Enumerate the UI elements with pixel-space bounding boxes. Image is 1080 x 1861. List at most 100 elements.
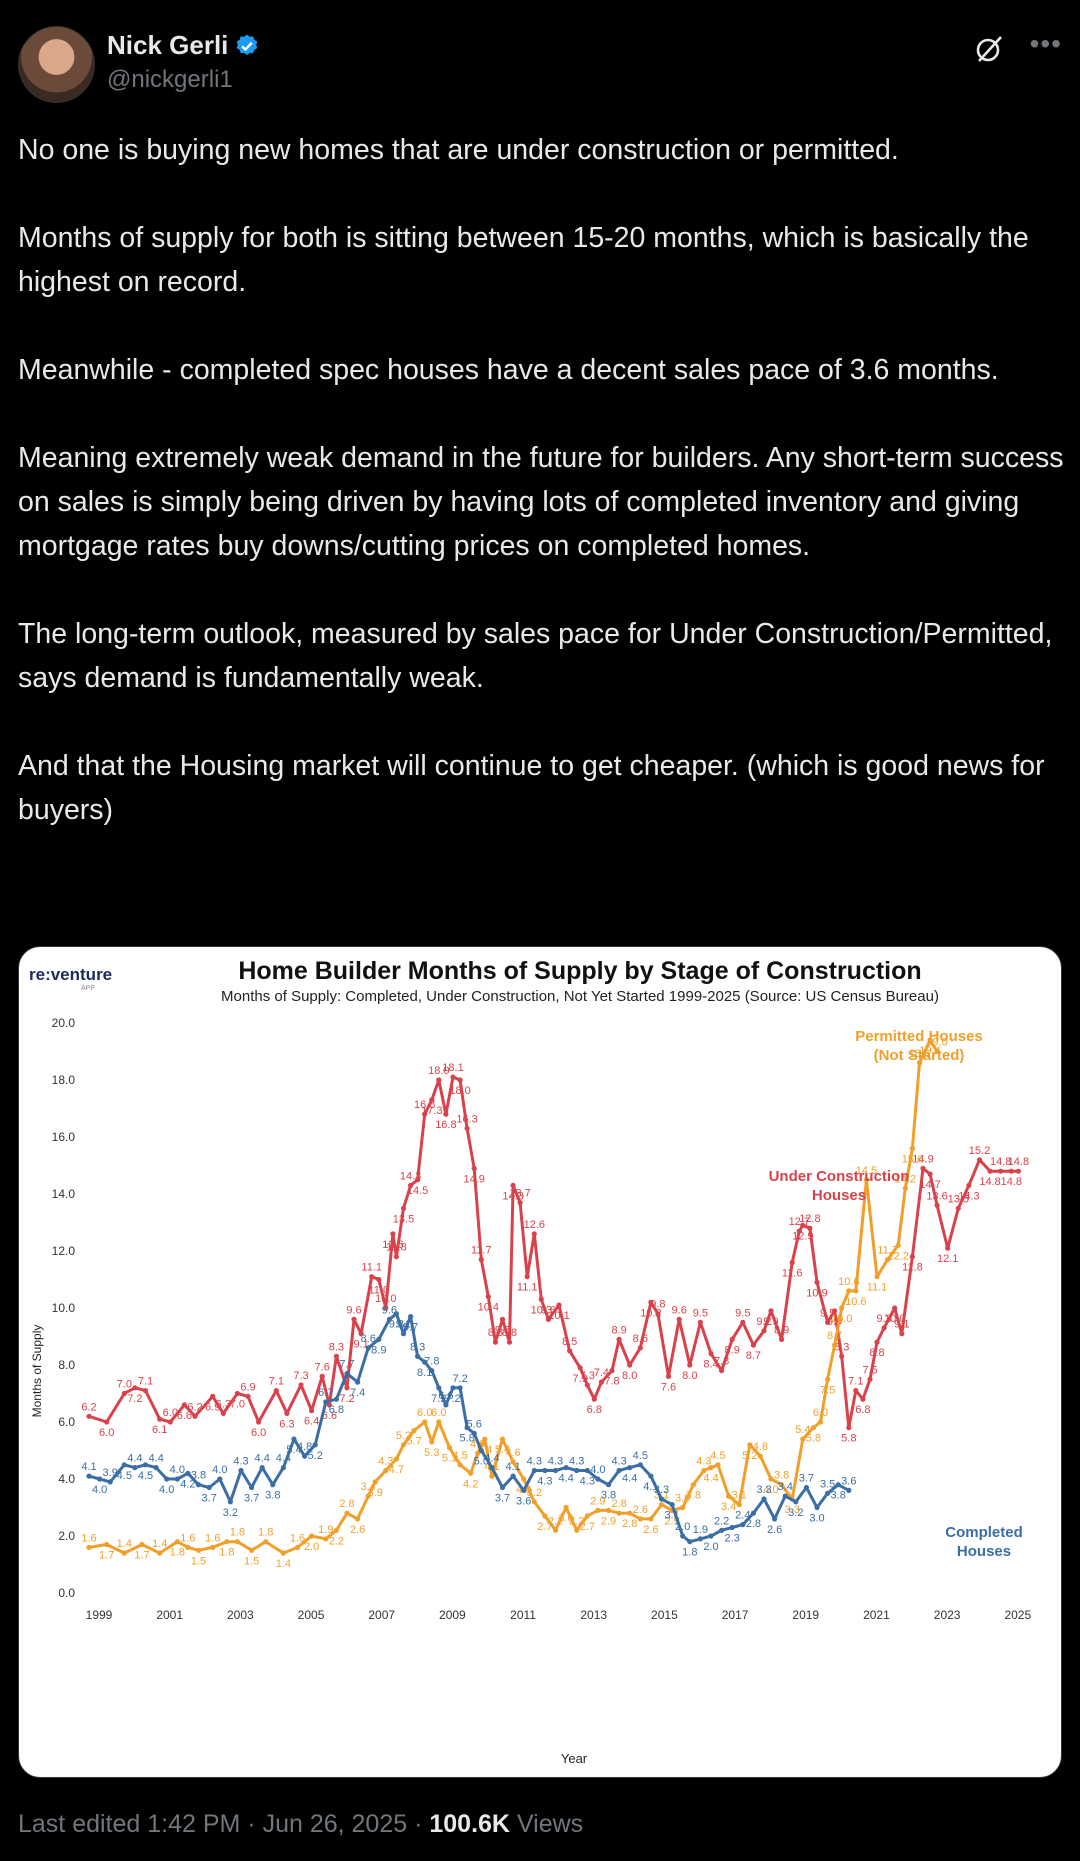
data-point	[174, 1476, 180, 1482]
data-point	[545, 1316, 552, 1322]
data-point	[132, 1465, 138, 1471]
data-label: 6.9	[240, 1381, 255, 1393]
data-point	[121, 1390, 127, 1397]
data-point	[863, 1177, 870, 1183]
data-point	[139, 1541, 145, 1548]
data-label: 4.4	[484, 1453, 499, 1465]
data-label: 6.3	[216, 1398, 231, 1410]
data-label: 1.8	[219, 1547, 234, 1559]
edited-timestamp[interactable]: Last edited 1:42 PM · Jun 26, 2025 ·	[18, 1810, 430, 1838]
data-point	[637, 1516, 643, 1522]
data-label: 3.7	[202, 1493, 217, 1505]
data-point	[369, 1274, 375, 1280]
data-point	[333, 1353, 339, 1359]
data-point	[757, 1453, 764, 1459]
data-point	[658, 1502, 665, 1508]
data-point	[531, 1231, 537, 1237]
data-label: 16.8	[435, 1119, 456, 1131]
data-label: 7.2	[127, 1393, 142, 1405]
data-label: 5.8	[841, 1433, 856, 1445]
data-point	[121, 1462, 127, 1468]
x-tick-label: 2001	[156, 1608, 183, 1622]
data-label: 8.3	[834, 1341, 849, 1353]
data-point	[881, 1325, 887, 1331]
data-label: 4.0	[170, 1464, 185, 1476]
data-label: 7.4	[350, 1387, 365, 1399]
data-label: 3.0	[809, 1513, 824, 1525]
data-label: 4.4	[703, 1473, 718, 1485]
data-point	[107, 1479, 113, 1485]
data-point	[422, 1111, 428, 1117]
data-point	[153, 1465, 159, 1471]
data-label: 3.4	[778, 1481, 793, 1493]
data-label: 3.8	[191, 1470, 206, 1482]
data-point	[372, 1479, 378, 1485]
data-point	[853, 1288, 859, 1294]
data-point	[464, 1425, 470, 1431]
data-point	[181, 1402, 187, 1408]
data-point	[521, 1487, 527, 1493]
data-label: 9.9	[763, 1316, 778, 1328]
author-handle[interactable]: @nickgerli1	[107, 66, 233, 93]
data-point	[637, 1462, 643, 1468]
data-point	[825, 1319, 831, 1325]
y-tick-label: 2.0	[58, 1529, 75, 1543]
tweet-paragraph: Meaning extremely weak demand in the fut…	[18, 442, 1064, 562]
avatar[interactable]	[18, 26, 95, 103]
chart-image-card[interactable]: re:venture APP Home Builder Months of Su…	[18, 946, 1062, 1778]
data-label: 5.3	[424, 1447, 439, 1459]
data-label: 8.3	[410, 1341, 425, 1353]
data-point	[471, 1165, 477, 1171]
data-label: 3.2	[223, 1507, 238, 1519]
data-point	[457, 1077, 463, 1083]
y-tick-label: 8.0	[58, 1358, 75, 1372]
data-point	[690, 1482, 696, 1488]
data-point	[249, 1484, 255, 1491]
data-point	[333, 1527, 339, 1533]
author-name[interactable]: Nick Gerli	[107, 30, 229, 60]
data-point	[436, 1385, 442, 1391]
data-label: 2.2	[569, 1515, 584, 1527]
more-options-icon[interactable]: •••	[1029, 28, 1062, 59]
data-label: 6.8	[855, 1404, 870, 1416]
data-label: 9.2	[756, 1316, 771, 1328]
y-tick-label: 14.0	[52, 1187, 76, 1201]
data-point	[680, 1504, 686, 1511]
data-point	[492, 1339, 498, 1345]
data-point	[234, 1539, 240, 1545]
data-label: 3.2	[527, 1487, 542, 1499]
grok-icon[interactable]	[974, 34, 1004, 64]
data-point	[408, 1314, 414, 1320]
data-label: 4.2	[463, 1478, 478, 1490]
data-point	[86, 1413, 92, 1419]
data-label: 2.3	[725, 1533, 740, 1545]
x-tick-label: 2009	[439, 1608, 466, 1622]
data-label: 1.8	[682, 1547, 697, 1559]
data-label: 7.2	[452, 1373, 467, 1385]
data-label: 8.0	[622, 1370, 637, 1382]
data-point	[195, 1482, 202, 1488]
data-point	[174, 1539, 180, 1545]
data-point	[294, 1544, 301, 1550]
data-point	[899, 1331, 905, 1337]
data-label: 7.6	[315, 1361, 330, 1373]
tweet-paragraph: And that the Housing market will continu…	[18, 750, 1045, 826]
data-point	[687, 1362, 693, 1368]
author-row: Nick Gerli	[107, 30, 260, 61]
data-label: 9.5	[735, 1307, 750, 1319]
data-point	[803, 1484, 810, 1491]
data-point	[627, 1465, 633, 1471]
data-point	[966, 1182, 972, 1188]
tweet-paragraph: The long-term outlook, measured by sales…	[18, 618, 1053, 694]
data-point	[814, 1279, 820, 1285]
y-tick-label: 12.0	[52, 1244, 76, 1258]
data-point	[729, 1524, 735, 1531]
data-label: 7.6	[661, 1381, 676, 1393]
data-point	[393, 1456, 399, 1462]
data-point	[779, 1336, 785, 1342]
data-point	[302, 1453, 308, 1459]
data-point	[443, 1402, 449, 1408]
data-point	[616, 1510, 622, 1516]
data-point	[142, 1462, 149, 1468]
data-point	[531, 1499, 537, 1505]
